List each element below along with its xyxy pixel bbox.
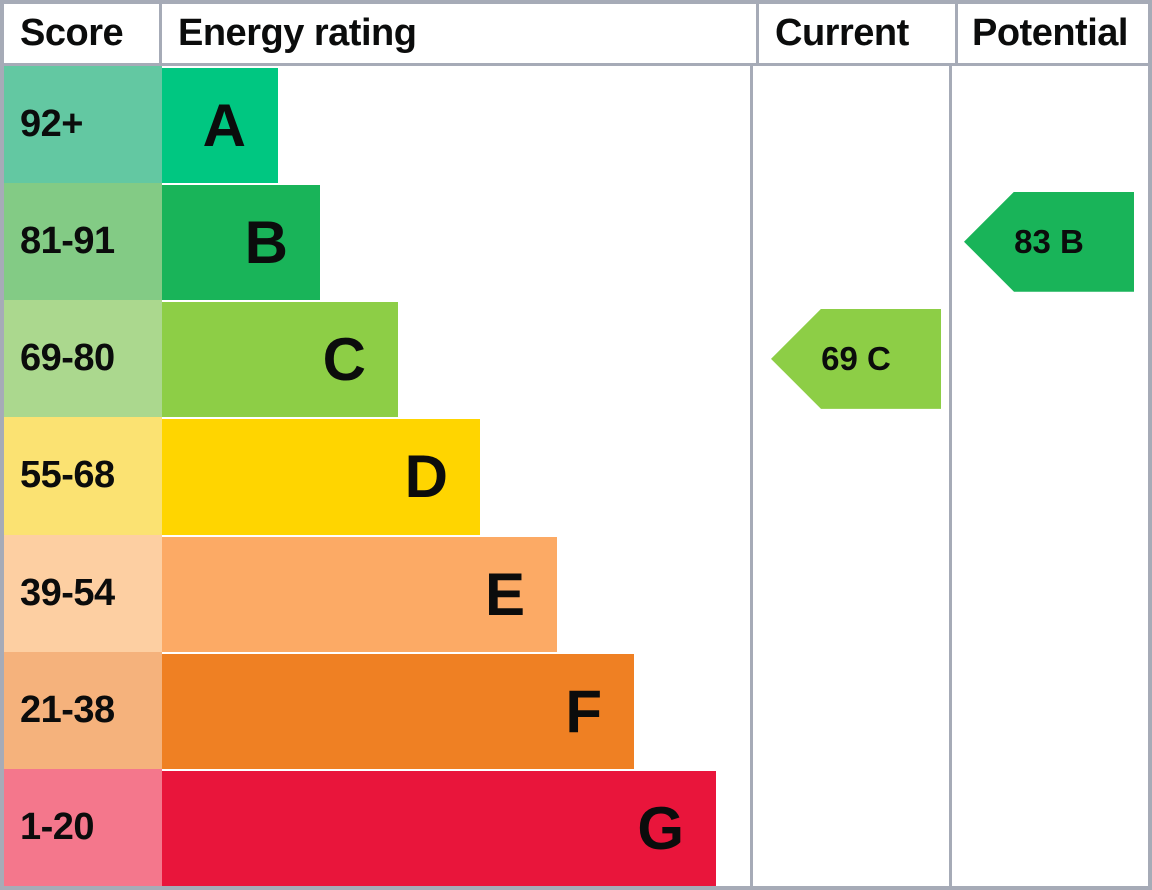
energy-band-bar-g: G: [162, 768, 716, 886]
energy-band-bar-b: B: [162, 183, 320, 301]
score-range-cell: 39-54: [4, 534, 162, 652]
header-score-label: Score: [4, 4, 162, 63]
chart-body: 92+ A 81-91 B 69-80 C 55-68: [4, 66, 1148, 886]
potential-column: 83 B: [949, 66, 1142, 886]
energy-band-bar-c: C: [162, 300, 398, 418]
bar-area: E: [162, 534, 750, 652]
bar-area: B: [162, 183, 750, 301]
header-potential-label: Potential: [955, 4, 1148, 63]
bar-area: A: [162, 66, 750, 184]
score-range-cell: 92+: [4, 66, 162, 184]
score-range-cell: 1-20: [4, 768, 162, 886]
score-range-cell: 21-38: [4, 651, 162, 769]
bar-area: F: [162, 651, 750, 769]
score-range-cell: 55-68: [4, 417, 162, 535]
band-row-f: 21-38 F: [4, 651, 750, 769]
header-current-label: Current: [756, 4, 955, 63]
band-row-b: 81-91 B: [4, 183, 750, 301]
band-row-e: 39-54 E: [4, 534, 750, 652]
current-rating-arrow: 69 C: [771, 308, 941, 409]
energy-band-bar-d: D: [162, 417, 480, 535]
energy-band-bar-e: E: [162, 534, 557, 652]
energy-band-bar-a: A: [162, 66, 278, 184]
potential-rating-arrow: 83 B: [964, 191, 1134, 292]
bands-column: 92+ A 81-91 B 69-80 C 55-68: [4, 66, 750, 886]
band-row-g: 1-20 G: [4, 768, 750, 886]
header-row: Score Energy rating Current Potential: [4, 4, 1148, 66]
score-range-cell: 69-80: [4, 300, 162, 418]
header-energy-rating-label: Energy rating: [178, 12, 417, 54]
current-column: 69 C: [750, 66, 949, 886]
score-range-cell: 81-91: [4, 183, 162, 301]
bar-area: C: [162, 300, 750, 418]
energy-band-bar-f: F: [162, 651, 634, 769]
band-row-d: 55-68 D: [4, 417, 750, 535]
band-row-c: 69-80 C: [4, 300, 750, 418]
band-row-a: 92+ A: [4, 66, 750, 184]
bar-area: D: [162, 417, 750, 535]
bar-area: G: [162, 768, 750, 886]
